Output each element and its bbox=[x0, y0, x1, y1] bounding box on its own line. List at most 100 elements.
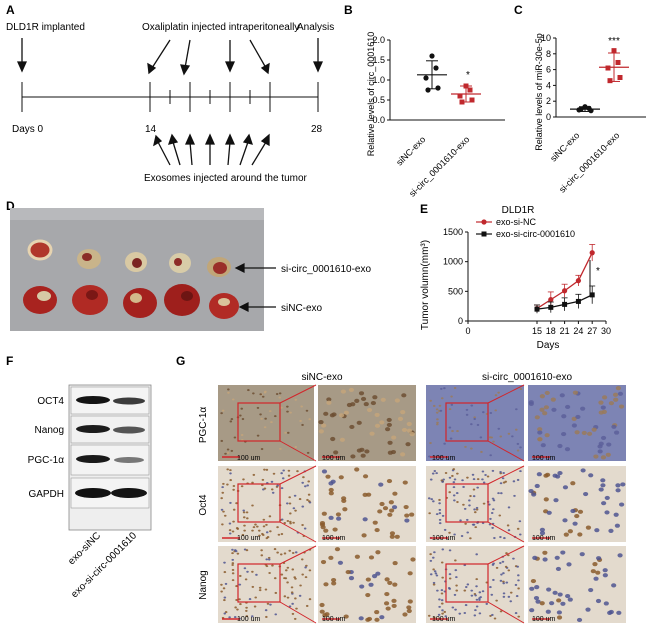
panel-c-ytick: 2 bbox=[546, 96, 551, 106]
ihc-scale-labels: 100 um 100 um 100 um 100 um 100 um 100 u… bbox=[237, 455, 556, 623]
panel-e-title: DLD1R bbox=[502, 205, 535, 216]
panel-e-point bbox=[562, 288, 568, 294]
scale-label: 100 um bbox=[237, 616, 261, 623]
panel-b-point bbox=[459, 99, 465, 105]
panel-a-label: A bbox=[6, 3, 15, 17]
zoom-box bbox=[445, 563, 489, 603]
ihc-row-pgc: PGC-1α bbox=[198, 407, 209, 444]
timeline-arrows-bottom bbox=[153, 133, 270, 166]
blot-bands bbox=[75, 396, 147, 498]
panel-c-point bbox=[615, 59, 621, 65]
panel-c-point bbox=[588, 108, 594, 114]
panel-e-ytick: 0 bbox=[458, 316, 463, 326]
panel-b-ytick: 0.0 bbox=[372, 115, 385, 125]
panel-b-significance: * bbox=[466, 70, 470, 81]
row-label-si-circ: si-circ_0001610-exo bbox=[281, 264, 371, 275]
panel-c-point bbox=[607, 78, 613, 84]
panel-e-ylabel: Tumor volumn(mm³) bbox=[420, 240, 431, 330]
scale-label: 100 um bbox=[532, 616, 556, 623]
panel-a: A DLD1R implanted Oxaliplatin injected i… bbox=[6, 3, 334, 184]
implant-text: DLD1R implanted bbox=[6, 22, 85, 33]
scale-label: 100 um bbox=[532, 455, 556, 462]
ihc-grid bbox=[218, 384, 626, 624]
blot-lane-exo-si-circ: exo-si-circ-0001610 bbox=[69, 530, 139, 600]
day28-text: 28 bbox=[311, 124, 323, 135]
panel-b-point bbox=[463, 83, 469, 89]
panel-b-label: B bbox=[344, 3, 353, 17]
panel-c: C Relative levels of miR-30e-5p 0246810 … bbox=[514, 3, 646, 195]
panel-e-xtick: 18 bbox=[546, 326, 556, 336]
blot-label-gapdh: GAPDH bbox=[28, 489, 64, 500]
scale-label: 100 um bbox=[432, 616, 456, 623]
timeline-ticks bbox=[21, 82, 319, 112]
panel-b-point bbox=[423, 75, 429, 81]
panel-e-ytick: 1000 bbox=[443, 257, 463, 267]
legend-marker-exo-si-circ bbox=[481, 231, 487, 237]
band-nanog-lane1 bbox=[76, 425, 110, 433]
band-gapdh-lane2 bbox=[111, 488, 147, 498]
panel-e-ytick: 1500 bbox=[443, 227, 463, 237]
ihc-col-si-circ: si-circ_0001610-exo bbox=[482, 372, 572, 383]
panel-g: G siNC-exo si-circ_0001610-exo PGC-1α Oc… bbox=[176, 354, 626, 624]
band-oct4-lane2 bbox=[113, 397, 145, 405]
panel-c-ytick: 0 bbox=[546, 112, 551, 122]
panel-c-ytick: 4 bbox=[546, 80, 551, 90]
panel-c-ytick: 10 bbox=[541, 33, 551, 43]
panel-b-ylabel: Relative levels of circ_0001610 bbox=[366, 32, 376, 157]
panel-b-ytick: 1.5 bbox=[372, 55, 385, 65]
panel-b-point bbox=[467, 87, 473, 93]
panel-e-label: E bbox=[420, 202, 428, 216]
panel-e-xtick: 30 bbox=[601, 326, 611, 336]
panel-e-point bbox=[548, 297, 554, 303]
ihc-row-nanog: Nanog bbox=[198, 570, 209, 599]
panel-c-point bbox=[582, 104, 588, 110]
ihc-image bbox=[426, 546, 524, 623]
panel-e-point bbox=[562, 301, 568, 307]
scale-label: 100 um bbox=[532, 535, 556, 542]
panel-e-xtick: 24 bbox=[573, 326, 583, 336]
scale-label: 100 um bbox=[432, 535, 456, 542]
scale-label: 100 um bbox=[237, 535, 261, 542]
panel-g-label: G bbox=[176, 354, 185, 368]
blot-label-pgc: PGC-1α bbox=[28, 455, 65, 466]
panel-c-point bbox=[578, 106, 584, 112]
panel-c-point bbox=[611, 48, 617, 54]
ihc-image bbox=[218, 546, 314, 623]
panel-c-ytick: 8 bbox=[546, 49, 551, 59]
panel-e-point bbox=[575, 298, 581, 304]
panel-e-point bbox=[589, 250, 595, 256]
panel-c-ytick: 6 bbox=[546, 65, 551, 75]
day14-text: 14 bbox=[145, 124, 157, 135]
panel-e-point bbox=[575, 278, 582, 284]
panel-e-xtick: 21 bbox=[560, 326, 570, 336]
panel-e-ytick: 500 bbox=[448, 286, 463, 296]
panel-d-label: D bbox=[6, 199, 15, 213]
day0-text: Days 0 bbox=[12, 124, 44, 135]
scale-label: 100 um bbox=[322, 535, 346, 542]
panel-e-significance: * bbox=[596, 266, 600, 277]
timeline-arrows-top bbox=[16, 38, 324, 76]
scale-label: 100 um bbox=[237, 455, 261, 462]
band-pgc-lane1 bbox=[76, 455, 110, 463]
panel-c-significance: *** bbox=[608, 36, 620, 47]
ihc-image bbox=[426, 385, 524, 461]
panel-c-axes: 0 2 4 6 8 10 bbox=[541, 33, 646, 122]
panel-b-xtick-0: siNC-exo bbox=[394, 134, 427, 167]
panel-d: D si-circ_0001610-exo siNC-exo bbox=[6, 199, 371, 331]
panel-e-point bbox=[534, 306, 540, 312]
panel-e: E DLD1R Tumor volumn(mm³) 0 500 1000 1500 0 1… bbox=[420, 202, 611, 351]
panel-b-point bbox=[429, 53, 435, 59]
scale-label: 100 um bbox=[322, 455, 346, 462]
panel-e-point bbox=[548, 304, 554, 310]
tumor-row-bottom bbox=[23, 284, 239, 319]
legend-exo-si-nc: exo-si-NC bbox=[496, 217, 537, 227]
zoom-box bbox=[445, 483, 489, 523]
ihc-image bbox=[528, 385, 626, 461]
zoom-box bbox=[445, 402, 489, 442]
blot-label-nanog: Nanog bbox=[35, 425, 64, 436]
panel-b: B Relative levels of circ_0001610 0.0 0.5… bbox=[344, 3, 505, 199]
zoom-box bbox=[237, 563, 281, 603]
band-nanog-lane2 bbox=[113, 426, 145, 434]
panel-c-point bbox=[617, 75, 623, 80]
